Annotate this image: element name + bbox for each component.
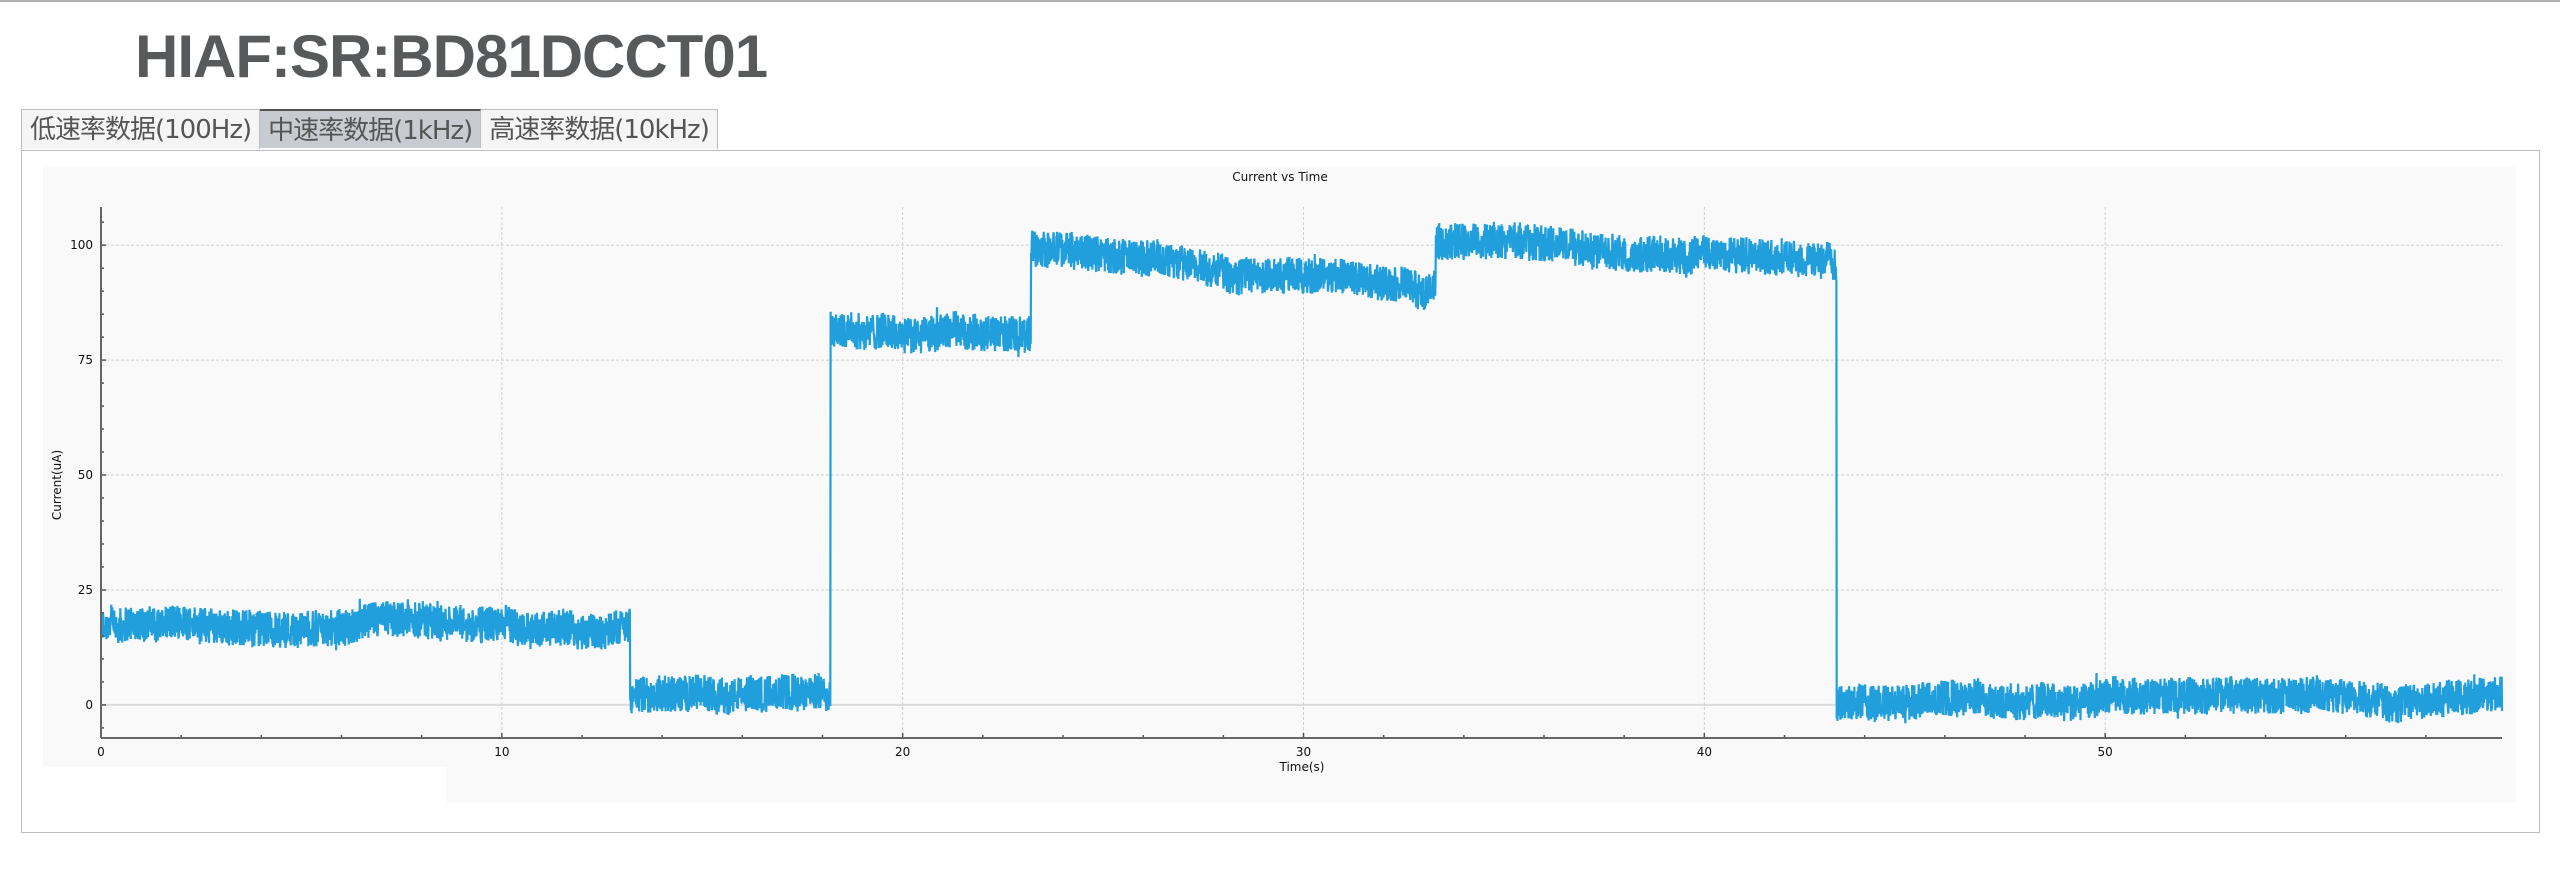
- tab-high-rate[interactable]: 高速率数据(10kHz): [481, 109, 718, 149]
- y-tick-label: 0: [85, 698, 93, 712]
- x-tick-label: 30: [1296, 745, 1311, 759]
- y-tick-label: 50: [78, 468, 93, 482]
- tab-low-rate[interactable]: 低速率数据(100Hz): [21, 109, 261, 149]
- rate-tabs: 低速率数据(100Hz) 中速率数据(1kHz) 高速率数据(10kHz): [21, 109, 718, 150]
- chart-title: Current vs Time: [1232, 170, 1327, 184]
- tab-medium-rate[interactable]: 中速率数据(1kHz): [260, 109, 482, 148]
- y-tick-label: 75: [78, 353, 93, 367]
- y-axis-label: Current(uA): [50, 450, 64, 520]
- x-tick-label: 40: [1697, 745, 1712, 759]
- x-tick-label: 50: [2098, 745, 2113, 759]
- x-tick-label: 20: [895, 745, 910, 759]
- y-tick-label: 25: [78, 583, 93, 597]
- chart-panel-gap: [43, 767, 446, 804]
- page-title: HIAF:SR:BD81DCCT01: [135, 23, 768, 90]
- x-tick-label: 10: [494, 745, 509, 759]
- x-tick-label: 0: [97, 745, 105, 759]
- current-series-line: [99, 221, 2504, 724]
- window-top-border: [0, 0, 2560, 2]
- tab-content: [21, 150, 2540, 833]
- y-tick-label: 100: [70, 238, 93, 252]
- x-axis-label: Time(s): [1279, 760, 1325, 774]
